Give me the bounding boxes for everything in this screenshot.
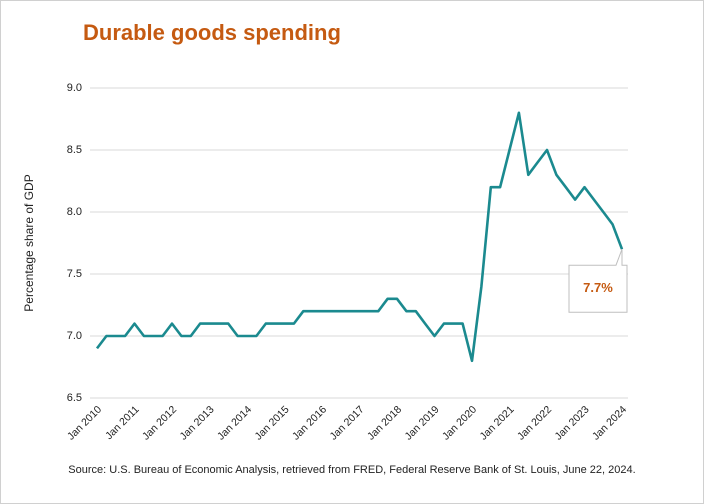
data-label: 7.7% (583, 280, 613, 295)
y-tick-label: 8.0 (67, 206, 82, 218)
y-axis-label: Percentage share of GDP (22, 174, 36, 311)
y-tick-label: 9.0 (67, 82, 82, 94)
y-tick-label: 6.5 (67, 392, 82, 404)
source-note: Source: U.S. Bureau of Economic Analysis… (68, 464, 635, 476)
y-tick-label: 7.5 (67, 268, 82, 280)
data-line (95, 111, 624, 363)
y-tick-label: 8.5 (67, 144, 82, 156)
chart-title: Durable goods spending (83, 20, 341, 45)
y-tick-label: 7.0 (67, 330, 82, 342)
callout-box (568, 249, 628, 313)
